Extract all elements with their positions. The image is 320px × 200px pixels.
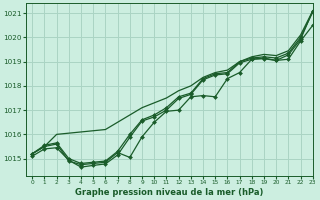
X-axis label: Graphe pression niveau de la mer (hPa): Graphe pression niveau de la mer (hPa) [75,188,264,197]
